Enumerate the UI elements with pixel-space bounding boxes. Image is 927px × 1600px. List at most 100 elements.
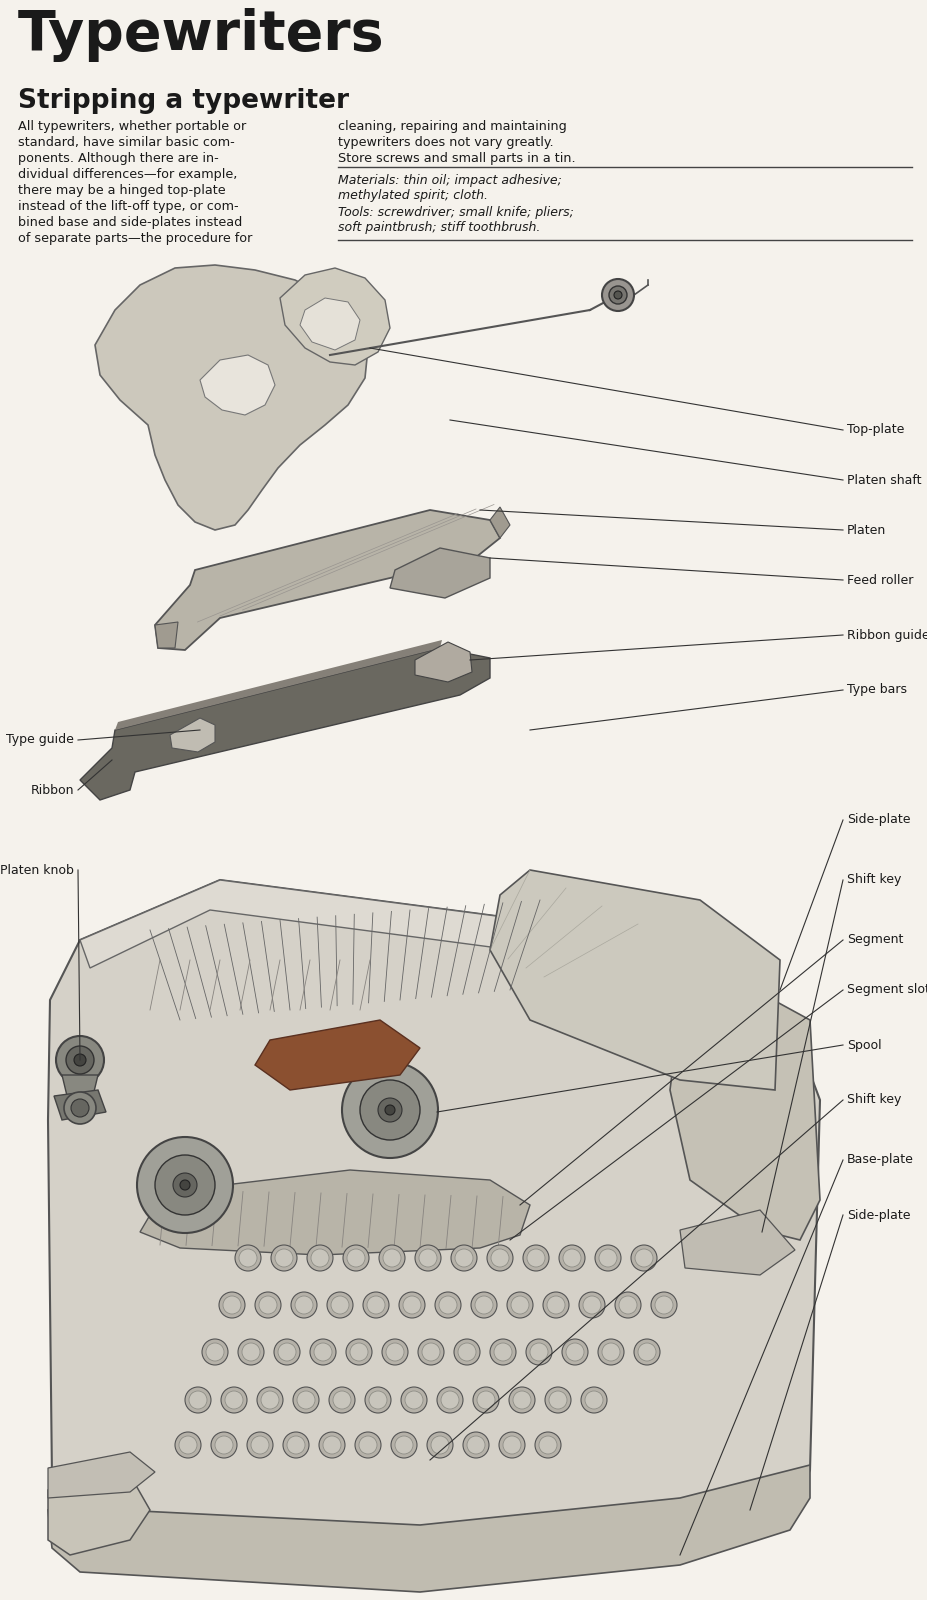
Polygon shape	[389, 547, 489, 598]
Circle shape	[489, 1339, 515, 1365]
Circle shape	[222, 1296, 241, 1314]
Circle shape	[219, 1293, 245, 1318]
Circle shape	[453, 1339, 479, 1365]
Circle shape	[549, 1390, 566, 1410]
Circle shape	[502, 1437, 520, 1454]
Circle shape	[385, 1106, 395, 1115]
Circle shape	[319, 1432, 345, 1458]
Circle shape	[487, 1245, 513, 1270]
Circle shape	[430, 1437, 449, 1454]
Text: methylated spirit; cloth.: methylated spirit; cloth.	[337, 189, 488, 202]
Circle shape	[490, 1250, 508, 1267]
Circle shape	[654, 1296, 672, 1314]
Circle shape	[360, 1080, 420, 1139]
Circle shape	[283, 1432, 309, 1458]
Circle shape	[74, 1054, 86, 1066]
Text: typewriters does not vary greatly.: typewriters does not vary greatly.	[337, 136, 553, 149]
Circle shape	[242, 1342, 260, 1362]
Circle shape	[329, 1387, 355, 1413]
Text: Materials: thin oil; impact adhesive;: Materials: thin oil; impact adhesive;	[337, 174, 561, 187]
Text: Feed roller: Feed roller	[846, 573, 912, 587]
Circle shape	[417, 1339, 443, 1365]
Circle shape	[355, 1432, 381, 1458]
Circle shape	[369, 1390, 387, 1410]
Circle shape	[155, 1155, 215, 1214]
Circle shape	[237, 1339, 263, 1365]
Circle shape	[313, 1342, 332, 1362]
Polygon shape	[115, 640, 441, 730]
Circle shape	[215, 1437, 233, 1454]
Circle shape	[297, 1390, 314, 1410]
Circle shape	[526, 1339, 552, 1365]
Text: ponents. Although there are in-: ponents. Although there are in-	[18, 152, 219, 165]
Text: soft paintbrush; stiff toothbrush.: soft paintbrush; stiff toothbrush.	[337, 221, 540, 234]
Text: Type bars: Type bars	[846, 683, 906, 696]
Text: standard, have similar basic com-: standard, have similar basic com-	[18, 136, 235, 149]
Circle shape	[511, 1296, 528, 1314]
Circle shape	[206, 1342, 223, 1362]
Polygon shape	[255, 1021, 420, 1090]
Circle shape	[493, 1342, 512, 1362]
Polygon shape	[62, 1075, 98, 1101]
Polygon shape	[669, 960, 819, 1240]
Circle shape	[346, 1339, 372, 1365]
Circle shape	[382, 1339, 408, 1365]
Polygon shape	[48, 1453, 155, 1498]
Circle shape	[395, 1437, 413, 1454]
Circle shape	[210, 1432, 236, 1458]
Circle shape	[630, 1245, 656, 1270]
Polygon shape	[414, 642, 472, 682]
Circle shape	[255, 1293, 281, 1318]
Circle shape	[333, 1390, 350, 1410]
Text: Typewriters: Typewriters	[18, 8, 384, 62]
Circle shape	[402, 1296, 421, 1314]
Circle shape	[523, 1245, 549, 1270]
Circle shape	[422, 1342, 439, 1362]
Circle shape	[527, 1250, 544, 1267]
Circle shape	[311, 1250, 329, 1267]
Circle shape	[614, 291, 621, 299]
Circle shape	[558, 1245, 584, 1270]
Circle shape	[362, 1293, 388, 1318]
Circle shape	[608, 286, 627, 304]
Circle shape	[307, 1245, 333, 1270]
Circle shape	[291, 1293, 317, 1318]
Polygon shape	[170, 718, 215, 752]
Circle shape	[651, 1293, 677, 1318]
Circle shape	[513, 1390, 530, 1410]
Text: Ribbon: Ribbon	[31, 784, 74, 797]
Circle shape	[634, 1250, 653, 1267]
Circle shape	[535, 1432, 561, 1458]
Circle shape	[273, 1339, 299, 1365]
Circle shape	[499, 1432, 525, 1458]
Circle shape	[323, 1437, 340, 1454]
Polygon shape	[200, 355, 274, 414]
Circle shape	[64, 1091, 95, 1123]
Circle shape	[602, 1342, 619, 1362]
Circle shape	[529, 1342, 548, 1362]
Circle shape	[633, 1339, 659, 1365]
Circle shape	[473, 1387, 499, 1413]
Circle shape	[378, 1245, 404, 1270]
Circle shape	[542, 1293, 568, 1318]
Circle shape	[544, 1387, 570, 1413]
Circle shape	[347, 1250, 364, 1267]
Polygon shape	[489, 507, 510, 538]
Circle shape	[274, 1250, 293, 1267]
Text: Side-plate: Side-plate	[846, 1208, 909, 1221]
Text: Store screws and small parts in a tin.: Store screws and small parts in a tin.	[337, 152, 575, 165]
Circle shape	[179, 1437, 197, 1454]
Circle shape	[399, 1293, 425, 1318]
Circle shape	[563, 1250, 580, 1267]
Circle shape	[366, 1296, 385, 1314]
Polygon shape	[140, 1170, 529, 1254]
Circle shape	[377, 1098, 401, 1122]
Circle shape	[419, 1250, 437, 1267]
Polygon shape	[80, 880, 789, 1050]
Circle shape	[438, 1296, 456, 1314]
Circle shape	[172, 1173, 197, 1197]
Text: cleaning, repairing and maintaining: cleaning, repairing and maintaining	[337, 120, 566, 133]
Text: Ribbon guide: Ribbon guide	[846, 629, 927, 642]
Circle shape	[458, 1342, 476, 1362]
Polygon shape	[155, 510, 500, 650]
